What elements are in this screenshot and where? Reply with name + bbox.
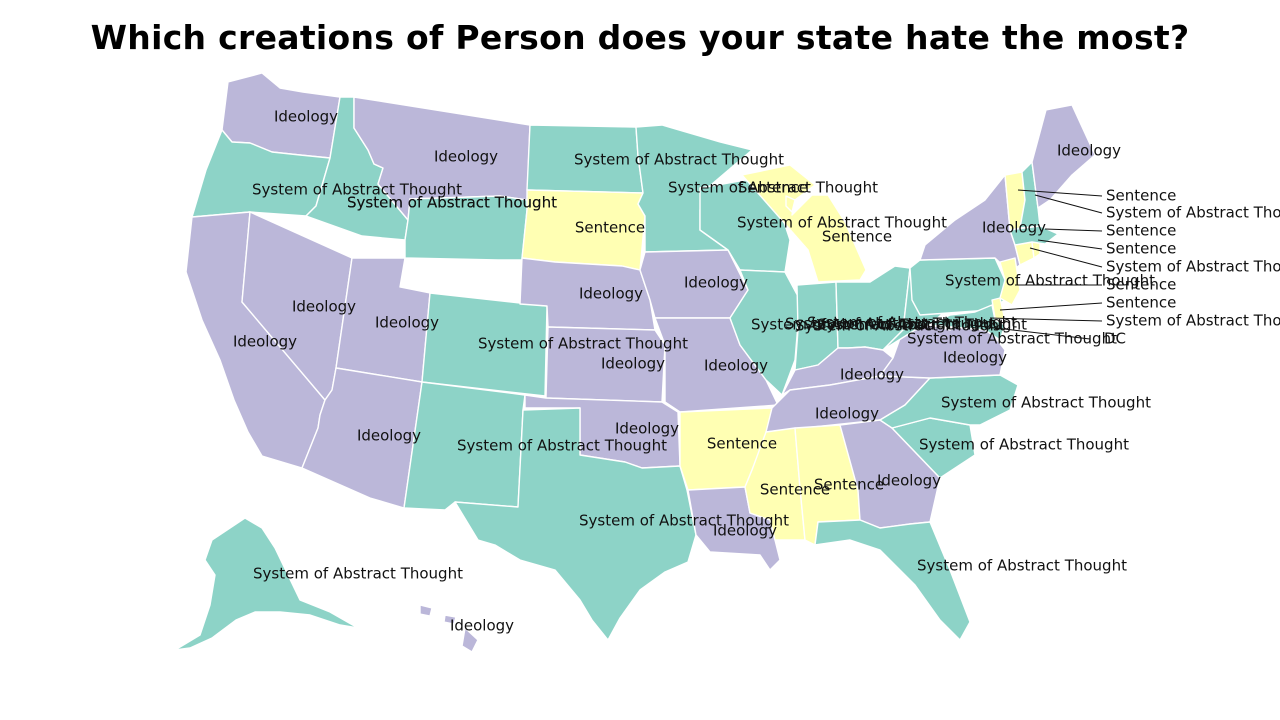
state-label-al: Sentence xyxy=(814,476,884,494)
state-label-sd: Sentence xyxy=(575,219,645,237)
state-hi-part-0 xyxy=(419,604,433,617)
state-label-mi-upper: Sentence xyxy=(738,179,808,197)
state-hi xyxy=(461,627,479,653)
state-label-ut: Ideology xyxy=(375,314,439,332)
state-label-ar: Sentence xyxy=(707,435,777,453)
state-wy xyxy=(404,195,528,261)
state-label-mn: System of Abstract Thought xyxy=(668,179,878,197)
state-label-wv: System of Abstract Thought xyxy=(907,330,1117,348)
state-label-in-echo: System of Abstract Thought xyxy=(817,316,1027,334)
state-ak xyxy=(174,517,359,651)
callout-label-nh: System of Abstract Tho xyxy=(1106,204,1280,222)
state-label-ok: Ideology xyxy=(615,420,679,438)
state-md xyxy=(929,304,1006,341)
callout-label-md: System of Abstract Tho xyxy=(1106,312,1280,330)
state-label-ca: Ideology xyxy=(233,333,297,351)
state-label-wa: Ideology xyxy=(274,108,338,126)
leader-line-ri xyxy=(1037,239,1103,250)
leaders-layer xyxy=(969,189,1103,340)
state-label-la: Ideology xyxy=(713,522,777,540)
leader-line-ct xyxy=(1029,247,1103,268)
state-me xyxy=(1031,104,1096,209)
state-ks xyxy=(545,326,666,403)
state-label-va: Ideology xyxy=(943,349,1007,367)
leader-line-dc xyxy=(969,324,1091,340)
state-mi-part-2 xyxy=(785,195,796,213)
states-layer xyxy=(174,72,1096,653)
callout-label-vt: Sentence xyxy=(1106,187,1176,205)
state-label-ak: System of Abstract Thought xyxy=(253,565,463,583)
state-fl xyxy=(814,519,971,641)
state-label-ks: Ideology xyxy=(601,355,665,373)
state-label-ky: Ideology xyxy=(840,366,904,384)
state-tx xyxy=(454,407,697,641)
state-label-mo: Ideology xyxy=(704,357,768,375)
state-label-pa: System of Abstract Thought xyxy=(945,272,1155,290)
state-label-wy: System of Abstract Thought xyxy=(347,194,557,212)
state-label-il: System of Abstract Thought xyxy=(751,316,961,334)
state-label-hi: Ideology xyxy=(450,617,514,635)
state-nc xyxy=(879,374,1019,429)
state-label-me: Ideology xyxy=(1057,142,1121,160)
leader-line-ma xyxy=(1044,228,1103,232)
leader-line-vt xyxy=(1017,189,1103,197)
state-label-nv: Ideology xyxy=(292,298,356,316)
state-label-ne: Ideology xyxy=(579,285,643,303)
callout-label-ma: Sentence xyxy=(1106,222,1176,240)
state-label-ia: Ideology xyxy=(684,274,748,292)
map-title: Which creations of Person does your stat… xyxy=(90,18,1190,57)
leader-line-nh xyxy=(1034,194,1103,214)
state-co xyxy=(421,292,548,397)
state-label-in: System of Abstract Thought xyxy=(807,314,1017,332)
state-label-sc: System of Abstract Thought xyxy=(919,436,1129,454)
state-il xyxy=(729,269,801,396)
state-label-ms: Sentence xyxy=(760,481,830,499)
callout-label-dc: DC xyxy=(1104,330,1126,348)
state-mi xyxy=(741,164,867,283)
state-label-nd: System of Abstract Thought xyxy=(574,151,784,169)
state-label-tx: System of Abstract Thought xyxy=(579,512,789,530)
callout-label-ri: Sentence xyxy=(1106,240,1176,258)
state-hi-part-1 xyxy=(443,614,457,625)
state-nj xyxy=(999,257,1021,306)
state-label-mi: Sentence xyxy=(822,228,892,246)
callout-label-de: Sentence xyxy=(1106,294,1176,312)
state-ne xyxy=(519,257,656,331)
state-label-or: System of Abstract Thought xyxy=(252,181,462,199)
callout-label-nj: Sentence xyxy=(1106,276,1176,294)
state-label-id: System of Abstract Thought xyxy=(347,194,557,212)
callout-label-ct: System of Abstract Tho xyxy=(1106,258,1280,276)
state-label-mt: Ideology xyxy=(434,148,498,166)
state-label-nm: System of Abstract Thought xyxy=(457,437,667,455)
state-label-tn: Ideology xyxy=(815,405,879,423)
state-label-nc: System of Abstract Thought xyxy=(941,394,1151,412)
state-label-fl: System of Abstract Thought xyxy=(917,557,1127,575)
leader-line-de xyxy=(999,302,1103,311)
leader-line-md xyxy=(989,317,1103,322)
state-label-oh: System of Abstract Thought xyxy=(785,315,995,333)
state-label-oh-echo: System of Abstract Thought xyxy=(795,317,1005,335)
state-label-ga: Ideology xyxy=(877,472,941,490)
state-label-az: Ideology xyxy=(357,427,421,445)
state-label-wi: System of Abstract Thought xyxy=(737,214,947,232)
state-label-ny: Ideology xyxy=(982,219,1046,237)
state-label-co: System of Abstract Thought xyxy=(478,335,688,353)
